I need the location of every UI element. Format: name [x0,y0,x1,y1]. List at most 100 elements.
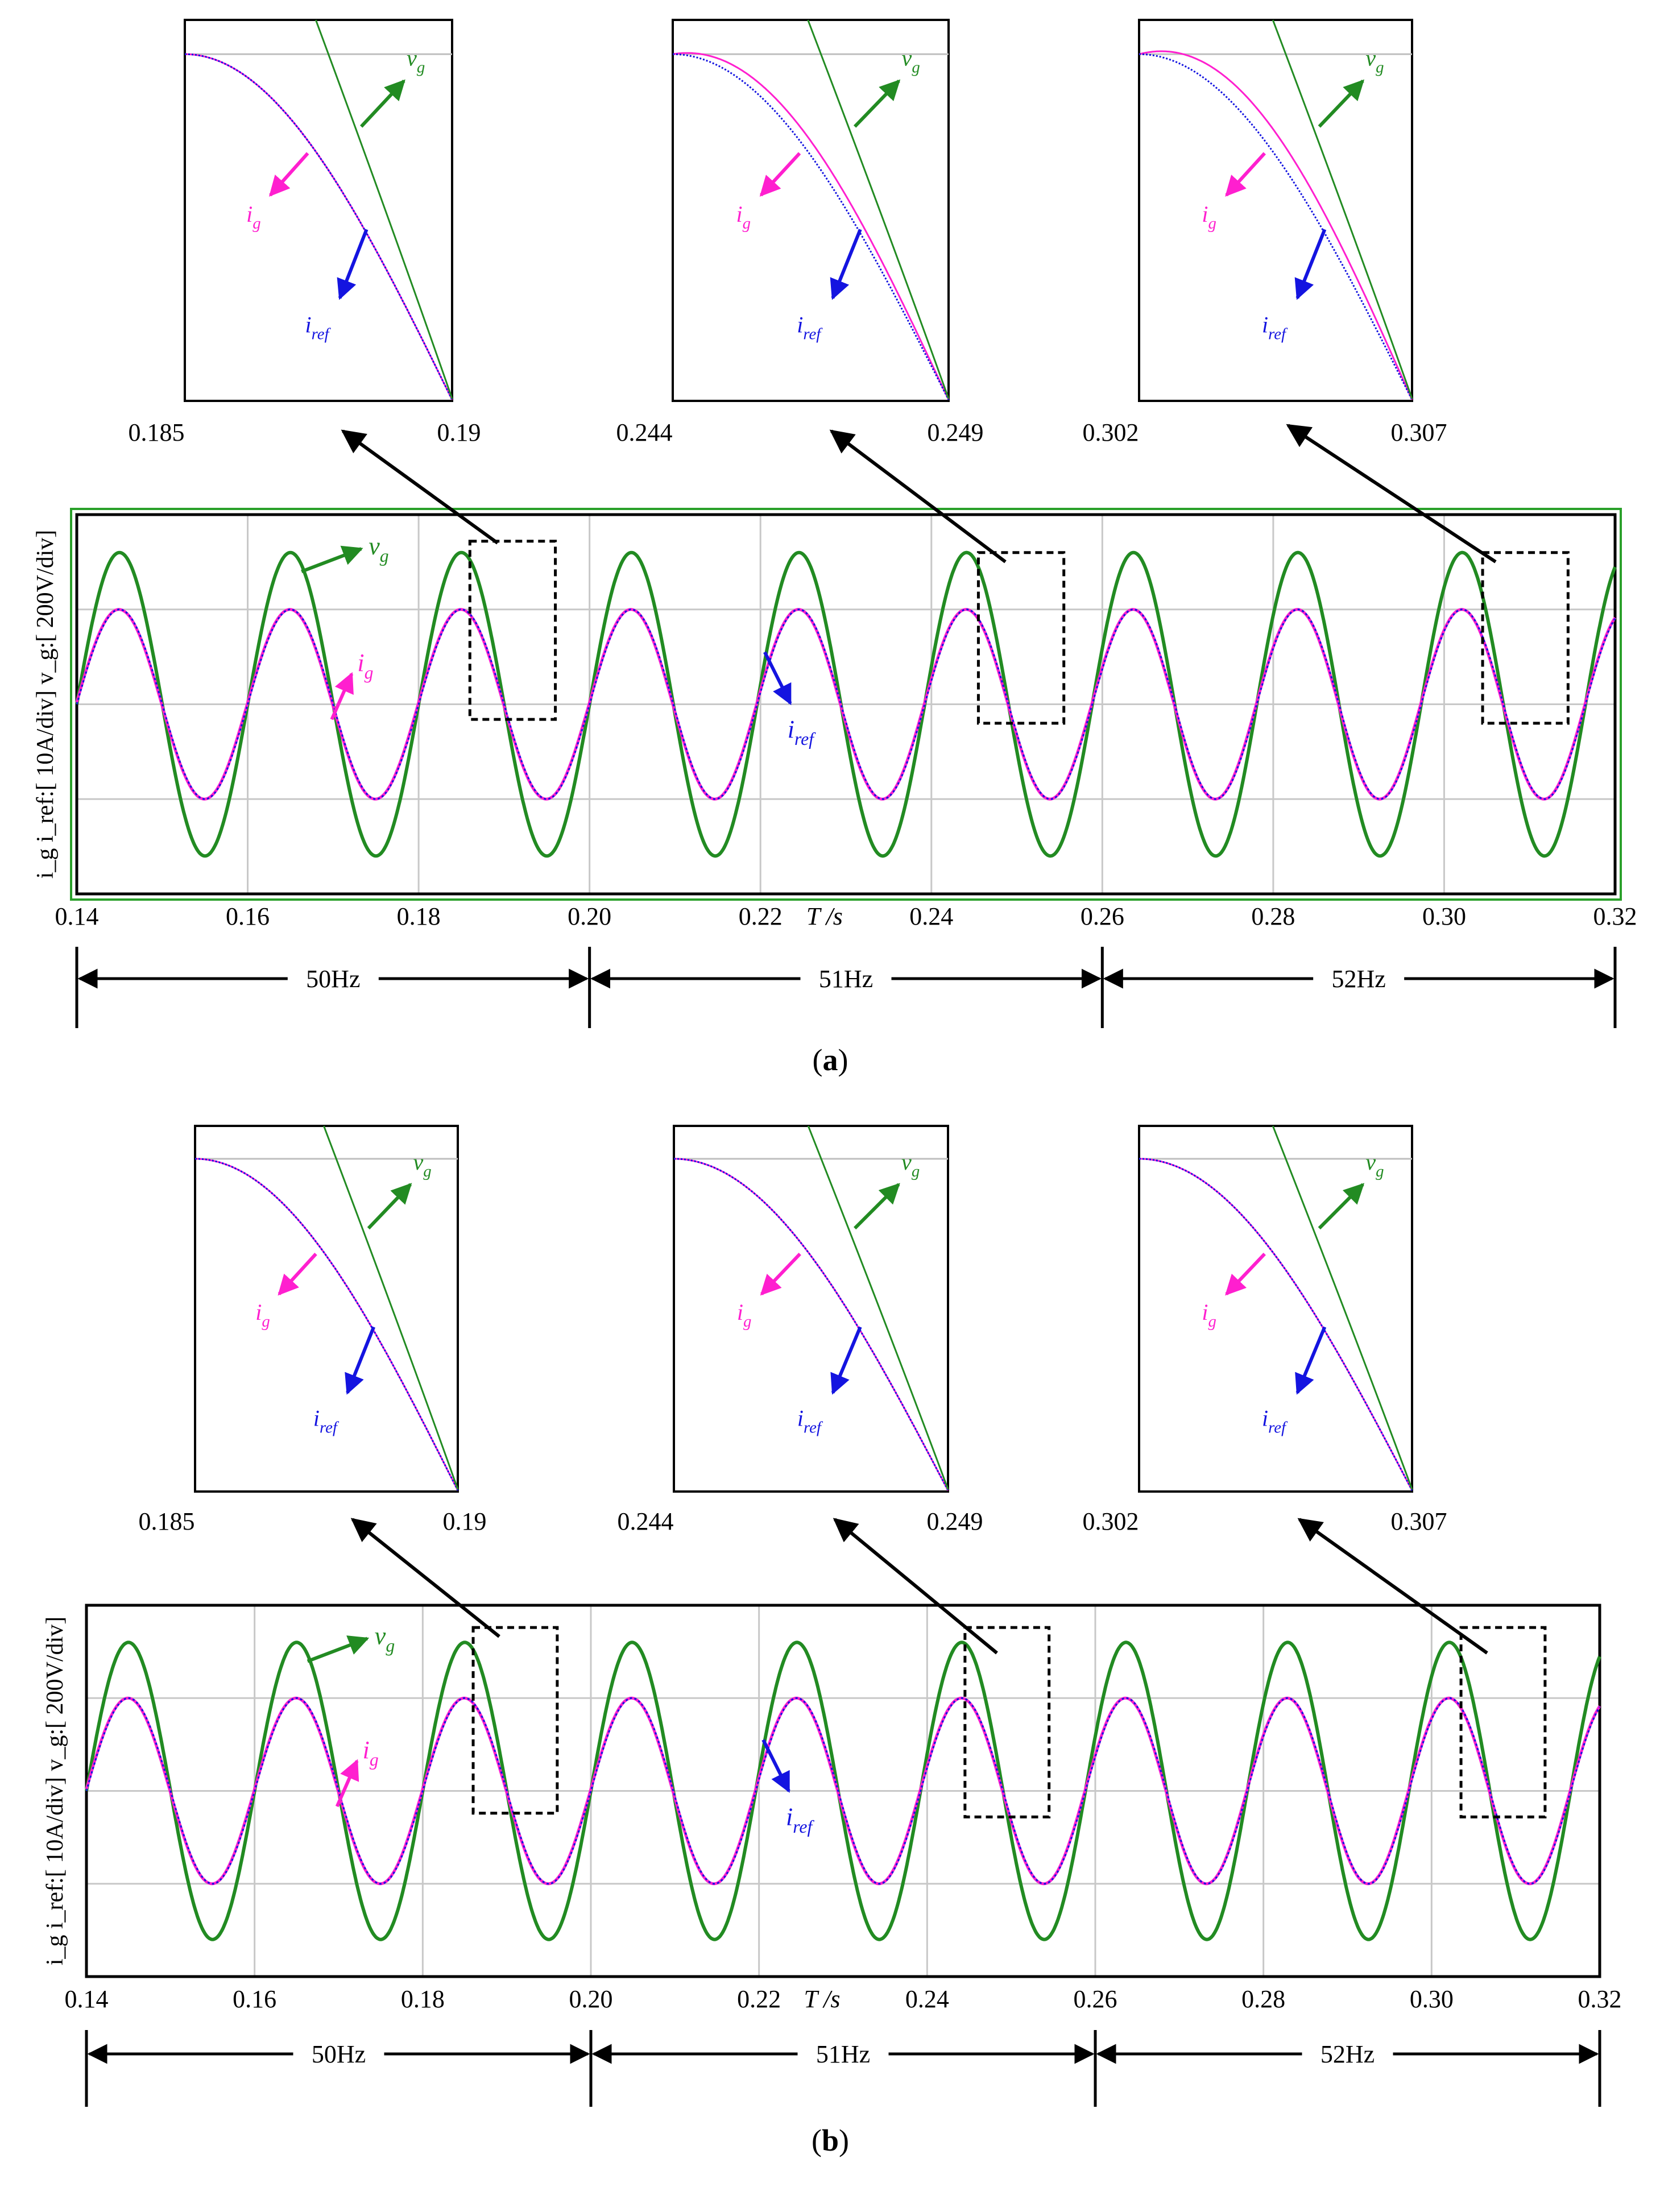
inset-xmax-label: 0.19 [437,419,481,446]
inset-ig-label: ig [255,1299,270,1331]
x-tick-label: 0.30 [1410,1985,1454,2013]
x-tick-label: 0.18 [397,902,441,930]
inset-ig-label: ig [1202,1299,1216,1331]
vg-legend-label: vg [375,1622,395,1655]
zoom-window-box [471,1626,559,1815]
frequency-label: 50Hz [312,2040,366,2068]
inset-ig-arrow [1225,1252,1266,1296]
x-tick-label: 0.20 [568,902,611,930]
zoom-pointer-arrow [1297,1518,1488,1655]
x-tick-label: 0.26 [1081,902,1124,930]
frequency-label: 51Hz [819,965,873,993]
inset-xmin-label: 0.302 [1083,419,1139,446]
inset-ig-label: ig [1202,201,1216,233]
inset-vg-line [1272,1125,1413,1490]
inset-iref-label: iref [797,312,823,343]
inset-ig-arrow [278,1253,317,1296]
zoom-pointer-arrow [1286,424,1497,564]
vg-arrow [301,545,363,573]
inset-vg-line [322,1125,459,1490]
inset-xmin-label: 0.302 [1083,1507,1139,1535]
inset-vg-arrow [853,1183,900,1230]
y-axis-label: i_g i_ref:[ 10A/div] v_g:[ 200V/div] [32,530,59,879]
x-tick-label: 0.16 [226,902,270,930]
inset-vg-arrow [853,79,901,128]
inset-iref-label: iref [305,312,332,343]
x-tick-label: 0.24 [909,902,953,930]
inset-vg-label: vg [413,1149,431,1180]
x-tick-label: 0.16 [233,1985,276,2013]
inset-vg-label: vg [1365,45,1384,76]
plot-outer-border [70,508,1622,901]
grid-lines [86,1605,1600,1977]
inset-zoom-1: vg ig iref [184,19,453,402]
inset-xmax-label: 0.249 [928,419,984,446]
zoom-window-box [963,1626,1051,1819]
frequency-segments: 50Hz 51Hz 52Hz [75,947,1617,1028]
x-tick-label: 0.14 [55,902,99,930]
x-tick-label: 0.20 [569,1985,613,2013]
ig-arrow [335,1759,359,1808]
inset-vg-arrow [1318,79,1365,128]
vg-legend-label: vg [369,532,388,566]
inset-vg-arrow [360,79,405,128]
inset-xmin-label: 0.244 [616,419,673,446]
iref-arrow [763,651,792,706]
inset-iref-line [674,1158,949,1491]
inset-xmin-label: 0.244 [618,1507,674,1535]
x-tick-label: 0.14 [65,1985,109,2013]
x-axis-unit: T /s [806,902,843,930]
inset-iref-label: iref [1262,1405,1288,1436]
inset-iref-line [1139,53,1413,400]
inset-iref-arrow [1295,1326,1327,1395]
chart-panel-b: vg ig iref i_g i_ref:[ 10A/div] v_g:[ 200V/… [42,1125,1622,2157]
iref-legend-label: iref [786,1803,814,1837]
inset-xmax-label: 0.307 [1391,1507,1447,1535]
inset-zoom-3: vg ig iref [1138,19,1413,402]
inset-iref-arrow [337,229,369,300]
x-tick-label: 0.22 [739,902,783,930]
inset-ig-line [1139,1158,1413,1491]
frequency-label: 52Hz [1332,965,1386,993]
y-axis-label: i_g i_ref:[ 10A/div] v_g:[ 200V/div] [42,1617,68,1966]
zoom-pointer-arrow [833,1518,998,1655]
series-iref-line [76,608,1616,800]
zoom-window-box [1481,551,1570,725]
inset-frame [194,1125,459,1493]
inset-ig-arrow [759,152,801,197]
frequency-label: 52Hz [1320,2040,1375,2068]
inset-vg-line [314,19,453,399]
inset-vg-label: vg [407,45,425,76]
inset-iref-arrow [830,1326,862,1395]
inset-iref-arrow [1294,229,1327,300]
inset-zoom-3: vg ig iref [1138,1125,1413,1493]
inset-ig-line [1139,50,1413,400]
inset-xmax-label: 0.19 [443,1507,487,1535]
panel-label: (b) [812,2123,849,2157]
inset-ig-arrow [1225,152,1266,197]
inset-iref-line [185,53,453,400]
zoom-pointer-arrow [829,429,1007,564]
grid-lines [77,515,1615,894]
inset-xmin-label: 0.185 [129,419,185,446]
inset-frame [184,19,453,402]
inset-ig-label: ig [736,201,751,233]
inset-frame [673,1125,949,1493]
x-tick-label: 0.32 [1593,902,1637,930]
x-axis-unit: T /s [804,1985,841,2013]
inset-iref-label: iref [797,1405,823,1436]
x-tick-label: 0.18 [401,1985,445,2013]
iref-legend-label: iref [788,715,816,749]
inset-iref-label: iref [313,1405,340,1436]
frequency-label: 51Hz [816,2040,870,2068]
inset-vg-line [807,19,950,399]
zoom-window-box [1459,1626,1547,1819]
zoom-pointer-arrow [350,1518,500,1638]
inset-ig-label: ig [737,1299,752,1331]
zoom-window-box [976,551,1066,725]
frequency-label: 50Hz [306,965,360,993]
inset-zoom-1: vg ig iref [194,1125,459,1493]
inset-iref-label: iref [1262,312,1288,343]
inset-zoom-2: vg ig iref [673,1125,949,1493]
